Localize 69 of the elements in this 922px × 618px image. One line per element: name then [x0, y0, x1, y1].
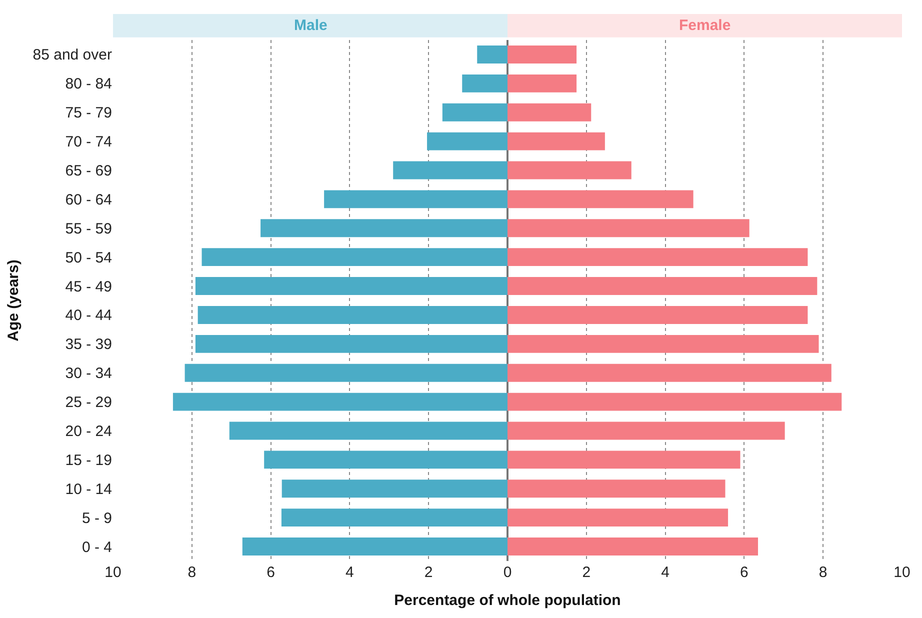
- x-tick-label: 8: [188, 564, 196, 581]
- y-tick-label: 50 - 54: [65, 249, 112, 266]
- bar: [195, 334, 508, 353]
- bar: [508, 190, 694, 208]
- bar: [281, 508, 508, 527]
- bar: [508, 277, 818, 295]
- bar: [508, 508, 728, 527]
- y-tick-label: 85 and over: [32, 46, 112, 64]
- bar: [442, 103, 508, 122]
- bar: [184, 364, 508, 382]
- bar: [202, 248, 508, 266]
- bar: [477, 46, 508, 64]
- bar: [260, 219, 508, 238]
- bar: [508, 538, 758, 556]
- x-tick-label: 6: [266, 564, 275, 581]
- bar: [198, 306, 508, 324]
- bar: [508, 306, 808, 324]
- y-tick-label: 0 - 4: [82, 538, 112, 556]
- y-tick-label: 65 - 69: [65, 162, 112, 180]
- x-tick-label: 10: [894, 564, 910, 581]
- bar: [508, 392, 842, 411]
- x-tick-label: 4: [661, 564, 670, 581]
- bar: [508, 450, 740, 469]
- bar: [242, 538, 508, 556]
- bar: [393, 161, 508, 180]
- x-tick-label: 2: [424, 564, 433, 581]
- bar: [264, 450, 508, 469]
- x-tick-label: 2: [582, 564, 591, 581]
- bar: [462, 74, 508, 92]
- y-tick-label: 5 - 9: [82, 510, 112, 527]
- bar: [508, 132, 605, 150]
- bar: [324, 190, 508, 208]
- text: Male: [294, 17, 328, 34]
- y-tick-label: 35 - 39: [65, 336, 112, 354]
- y-tick-label: 75 - 79: [65, 104, 112, 122]
- bar: [508, 422, 785, 440]
- y-tick-label: 45 - 49: [65, 278, 112, 296]
- bar: [508, 161, 632, 180]
- y-tick-label: 80 - 84: [65, 76, 112, 93]
- bar: [508, 103, 592, 122]
- y-tick-label: 10 - 14: [65, 480, 112, 498]
- y-tick-label: 15 - 19: [65, 452, 112, 469]
- text: Female: [679, 17, 731, 34]
- bar: [508, 46, 577, 64]
- bar: [229, 422, 508, 440]
- y-tick-label: 25 - 29: [65, 394, 112, 412]
- y-tick-label: 60 - 64: [65, 191, 112, 208]
- x-tick-label: 10: [104, 564, 122, 581]
- bar: [282, 480, 508, 498]
- y-tick-label: 30 - 34: [65, 365, 112, 382]
- y-tick-label: 70 - 74: [65, 134, 112, 151]
- y-tick-label: 40 - 44: [65, 307, 112, 324]
- x-tick-label: 0: [503, 564, 512, 581]
- x-tick-label: 4: [346, 564, 354, 581]
- bar: [508, 74, 577, 92]
- bar: [172, 392, 508, 411]
- bar: [508, 480, 726, 498]
- x-axis-title: Percentage of whole population: [394, 592, 621, 609]
- bar: [508, 219, 750, 238]
- bar: [508, 364, 832, 382]
- y-tick-label: 20 - 24: [65, 423, 112, 440]
- y-axis-title: Age (years): [5, 260, 22, 342]
- bar: [508, 248, 808, 266]
- x-tick-label: 8: [818, 564, 828, 581]
- y-tick-label: 55 - 59: [65, 220, 112, 238]
- bar: [427, 132, 508, 150]
- bar: [195, 277, 508, 295]
- bar: [508, 334, 819, 353]
- x-tick-label: 6: [740, 564, 748, 581]
